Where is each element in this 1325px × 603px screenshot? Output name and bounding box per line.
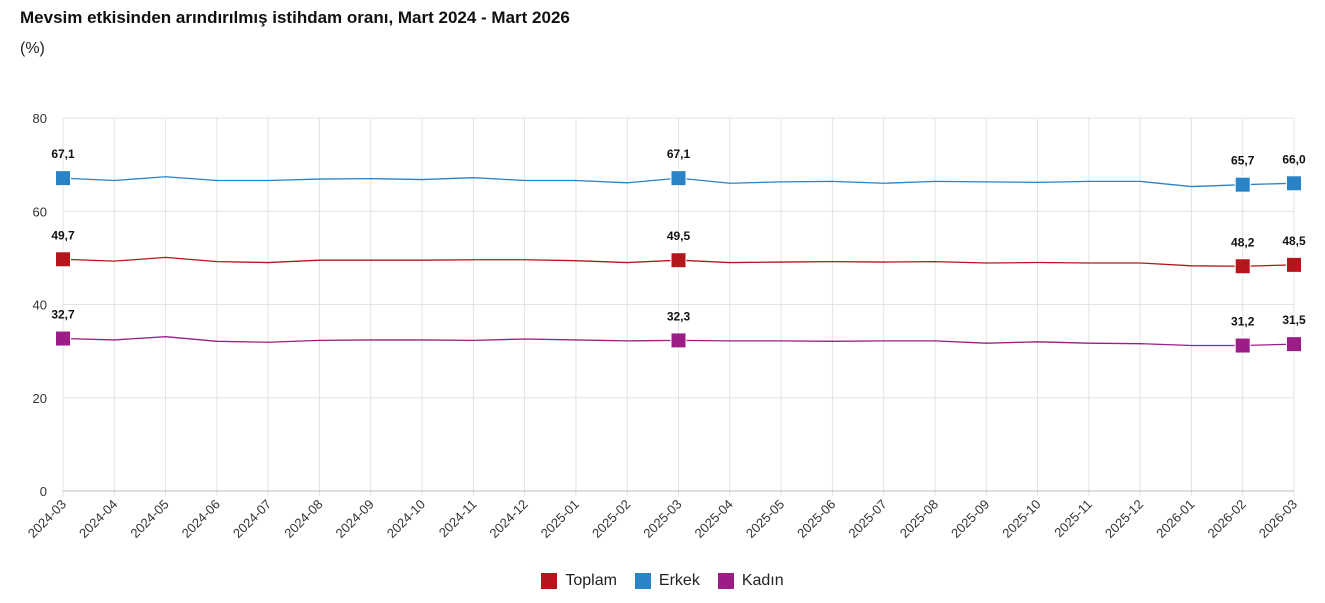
chart-subtitle: (%) <box>20 40 45 57</box>
chart-title: Mevsim etkisinden arındırılmış istihdam … <box>20 8 570 27</box>
data-point-marker <box>55 330 71 347</box>
data-point-marker <box>1234 337 1251 354</box>
legend-label: Kadın <box>741 572 784 589</box>
data-label: 32,3 <box>667 309 691 323</box>
x-tick-label: 2024-08 <box>281 497 325 541</box>
data-point-marker <box>55 251 71 268</box>
legend-item-toplam[interactable]: Toplam <box>541 572 617 590</box>
legend: Toplam Erkek Kadın <box>0 572 1325 590</box>
data-label: 67,1 <box>667 147 691 161</box>
x-tick-label: 2024-12 <box>486 497 530 541</box>
data-point-marker <box>1234 176 1251 193</box>
legend-label: Toplam <box>565 572 617 589</box>
x-tick-label: 2024-10 <box>384 497 428 541</box>
x-tick-label: 2024-03 <box>25 497 69 541</box>
x-tick-label: 2025-01 <box>538 497 582 541</box>
data-label: 65,7 <box>1231 154 1255 168</box>
data-point-marker <box>1286 175 1302 192</box>
x-tick-label: 2025-06 <box>794 497 838 541</box>
x-tick-label: 2024-06 <box>179 497 223 541</box>
x-tick-label: 2025-07 <box>845 497 889 541</box>
line-chart: 2024-03 2024-04 2024-05 2024-06 2024-07 2024-… <box>25 111 1306 541</box>
x-tick-label: 2024-07 <box>230 497 274 541</box>
x-tick-label: 2024-09 <box>333 497 377 541</box>
data-point-marker <box>1234 258 1251 275</box>
data-point-marker <box>55 170 71 187</box>
legend-item-erkek[interactable]: Erkek <box>634 572 700 590</box>
x-tick-label: 2024-04 <box>76 497 120 541</box>
data-point-marker <box>1286 256 1302 273</box>
x-tick-label: 2025-04 <box>692 497 736 541</box>
data-point-marker <box>670 252 687 269</box>
x-tick-label: 2025-05 <box>743 497 787 541</box>
x-tick-label: 2025-02 <box>589 497 633 541</box>
data-label: 31,2 <box>1231 315 1255 329</box>
data-label: 48,2 <box>1231 235 1255 249</box>
x-tick-label: 2025-09 <box>948 497 992 541</box>
y-tick-label: 80 <box>33 111 47 126</box>
data-label: 32,7 <box>51 308 75 322</box>
x-tick-label: 2025-08 <box>897 497 941 541</box>
data-label: 49,5 <box>667 229 691 243</box>
legend-swatch <box>541 573 558 589</box>
data-point-marker <box>670 332 687 349</box>
x-tick-label: 2025-11 <box>1051 497 1095 541</box>
x-tick-label: 2024-05 <box>127 497 171 541</box>
x-tick-label: 2025-12 <box>1102 497 1146 541</box>
y-tick-label: 60 <box>33 204 47 219</box>
x-tick-label: 2026-01 <box>1153 497 1197 541</box>
x-tick-label: 2025-03 <box>640 497 684 541</box>
x-tick-label: 2026-02 <box>1204 497 1248 541</box>
data-label: 66,0 <box>1282 152 1306 166</box>
data-label: 48,5 <box>1282 234 1306 248</box>
data-label: 49,7 <box>51 228 75 242</box>
legend-label: Erkek <box>658 572 700 589</box>
legend-swatch <box>717 573 734 589</box>
data-label: 67,1 <box>51 147 75 161</box>
data-point-marker <box>1286 336 1302 353</box>
y-tick-label: 0 <box>40 484 47 499</box>
y-tick-label: 40 <box>33 298 47 313</box>
legend-item-kadin[interactable]: Kadın <box>717 572 784 590</box>
x-tick-label: 2026-03 <box>1256 497 1300 541</box>
data-point-marker <box>670 170 687 187</box>
x-tick-label: 2025-10 <box>999 497 1043 541</box>
y-tick-label: 20 <box>33 391 47 406</box>
data-label: 31,5 <box>1282 313 1306 327</box>
legend-swatch <box>634 573 651 589</box>
x-tick-label: 2024-11 <box>436 497 480 541</box>
